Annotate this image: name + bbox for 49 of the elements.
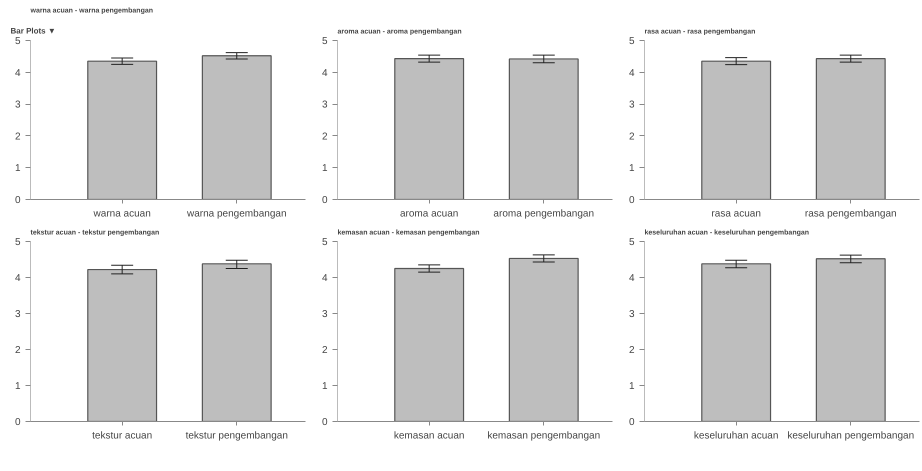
y-tick-label: 3: [628, 309, 635, 320]
x-tick-label: rasa pengembangan: [804, 208, 897, 220]
y-tick-label: 2: [322, 345, 328, 356]
y-tick-label: 1: [628, 381, 635, 392]
x-tick-label: keseluruhan pengembangan: [787, 430, 914, 442]
x-tick-label: keseluruhan acuan: [694, 430, 778, 442]
y-tick-label: 3: [628, 100, 635, 111]
y-tick-label: 2: [322, 131, 328, 142]
x-tick-label: warna acuan: [92, 208, 151, 220]
y-tick-label: 4: [628, 273, 635, 284]
y-tick-label: 5: [322, 36, 328, 47]
y-tick-label: 1: [322, 381, 328, 392]
y-tick-label: 4: [14, 273, 21, 284]
y-tick-label: 0: [14, 417, 21, 428]
y-tick-label: 0: [14, 195, 21, 206]
y-tick-label: 4: [322, 273, 328, 284]
y-tick-label: 4: [628, 68, 635, 79]
y-tick-label: 1: [628, 163, 635, 174]
y-tick-label: 5: [322, 237, 328, 248]
y-tick-label: 4: [14, 68, 21, 79]
y-tick-label: 5: [628, 36, 635, 47]
y-tick-label: 4: [322, 68, 328, 79]
y-tick-label: 0: [322, 417, 328, 428]
y-tick-label: 5: [14, 237, 21, 248]
x-tick-label: rasa acuan: [711, 208, 761, 220]
y-tick-label: 5: [628, 237, 635, 248]
x-tick-label: tekstur acuan: [92, 430, 152, 442]
y-tick-label: 0: [628, 417, 635, 428]
x-tick-label: warna pengembangan: [186, 208, 287, 220]
y-tick-label: 3: [322, 309, 328, 320]
y-tick-label: 0: [628, 195, 635, 206]
y-tick-label: 2: [628, 345, 635, 356]
y-tick-label: 0: [322, 195, 328, 206]
y-tick-label: 1: [14, 381, 21, 392]
x-tick-label: aroma pengembangan: [493, 208, 594, 220]
y-tick-label: 3: [14, 100, 21, 111]
x-tick-label: kemasan pengembangan: [487, 430, 600, 442]
y-tick-label: 2: [628, 131, 635, 142]
y-tick-label: 3: [322, 100, 328, 111]
y-tick-label: 2: [14, 131, 21, 142]
x-tick-label: kemasan acuan: [394, 430, 464, 442]
text: Bar Plots ▼: [10, 26, 56, 36]
x-tick-label: aroma acuan: [400, 208, 458, 220]
y-tick-label: 1: [14, 163, 21, 174]
y-tick-label: 3: [14, 309, 21, 320]
y-tick-label: 1: [322, 163, 328, 174]
y-tick-label: 5: [14, 36, 21, 47]
x-tick-label: tekstur pengembangan: [186, 430, 288, 442]
y-tick-label: 2: [14, 345, 21, 356]
